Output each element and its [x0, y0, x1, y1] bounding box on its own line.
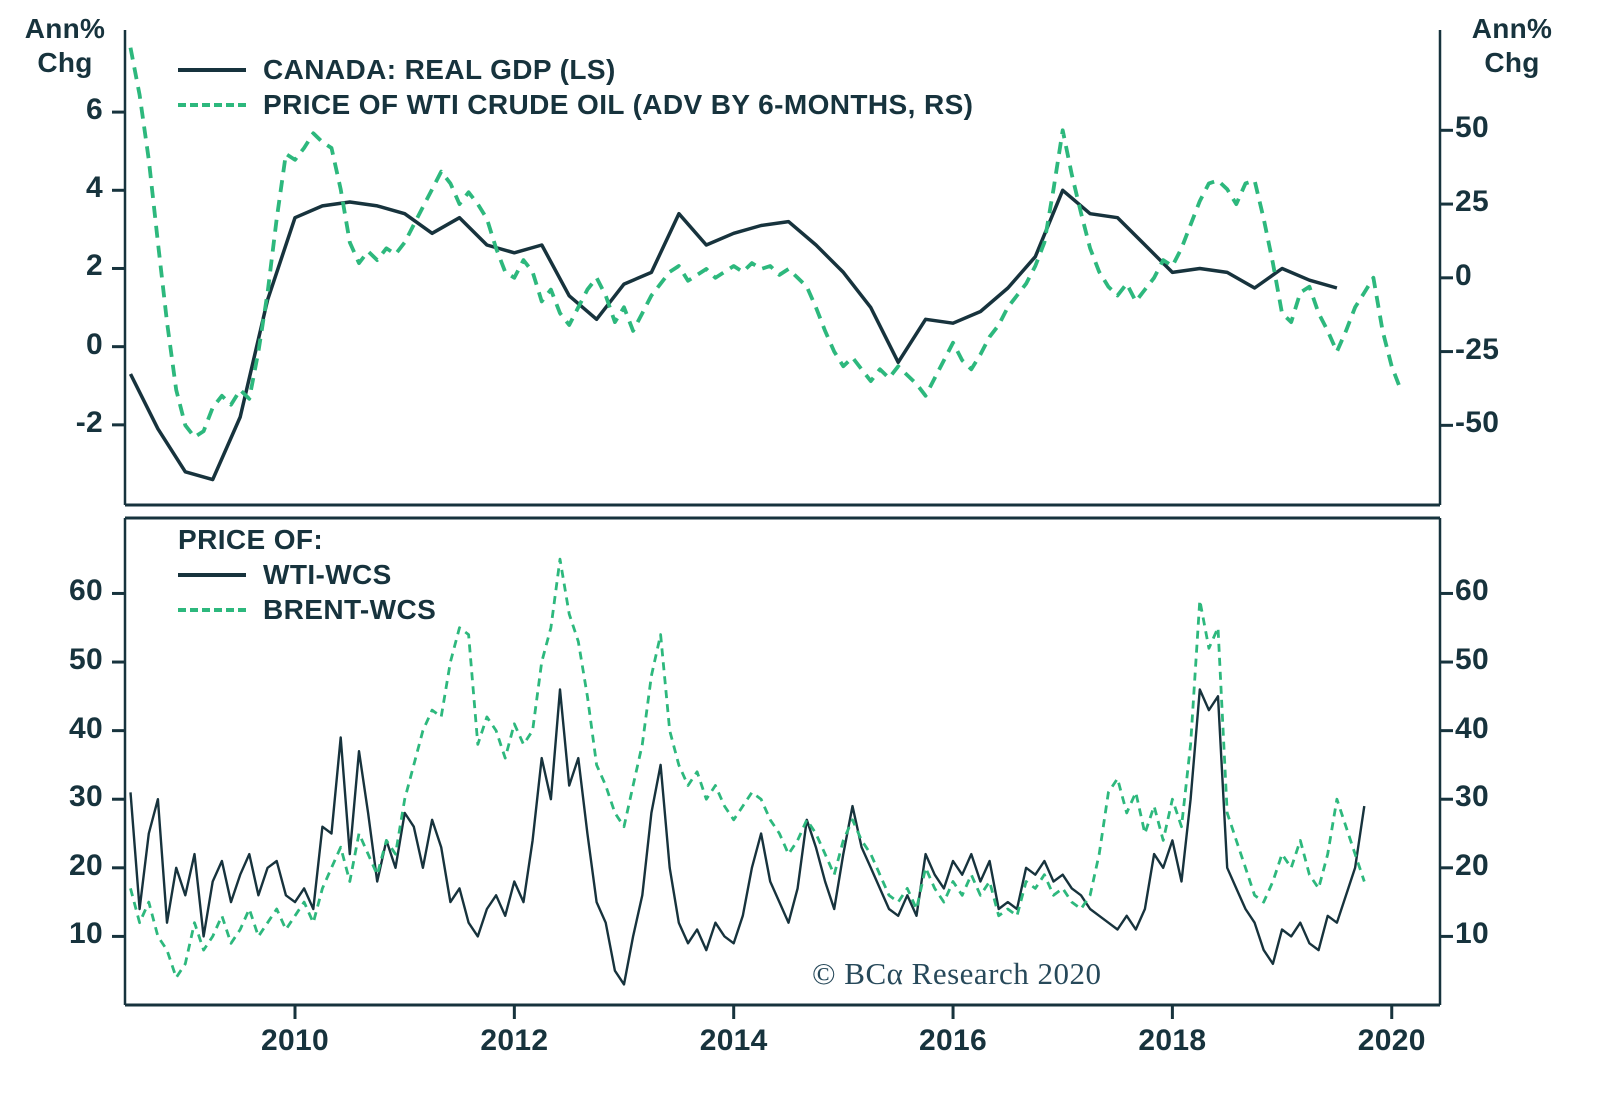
axis-tick-label: 0 [1455, 258, 1472, 292]
axis-tick-label: 2010 [261, 1024, 329, 1057]
axis-tick-label: 50 [1455, 643, 1489, 677]
axis-tick-label: 4 [86, 171, 103, 205]
legend-row-gdp: CANADA: REAL GDP (LS) [178, 52, 973, 87]
dashed-line-swatch [178, 102, 246, 107]
axis-tick-label: 60 [1455, 574, 1489, 608]
axis-tick-label: 25 [1455, 185, 1489, 219]
axis-tick-label: 6 [86, 93, 103, 127]
axis-tick-label: 60 [69, 574, 103, 608]
axis-tick-label: 2 [86, 249, 103, 283]
top-panel-legend: CANADA: REAL GDP (LS) PRICE OF WTI CRUDE… [178, 52, 973, 122]
right-axis-title: Ann% Chg [1460, 12, 1564, 80]
copyright-notice: © BCα Research 2020 [812, 956, 1102, 991]
axis-tick-label: 2012 [480, 1024, 549, 1057]
axis-tick-label: 20 [1455, 848, 1489, 882]
left-axis-title: Ann% Chg [18, 12, 112, 80]
axis-tick-label: 2016 [919, 1024, 987, 1057]
axis-tick-label: 2020 [1357, 1024, 1426, 1057]
dashed-line-swatch [178, 607, 246, 612]
axis-tick-label: 10 [1455, 917, 1489, 951]
wti-wcs-legend-label: WTI-WCS [263, 558, 392, 590]
legend-row-brent-wcs: BRENT-WCS [178, 592, 436, 627]
left-axis-title-line2: Chg [37, 47, 93, 78]
axis-tick-label: 40 [1455, 711, 1489, 745]
axis-tick-label: 2018 [1138, 1024, 1207, 1057]
axis-tick-label: 40 [69, 711, 103, 745]
axis-tick-label: -2 [75, 405, 103, 439]
bottom-panel-legend: PRICE OF: WTI-WCS BRENT-WCS [178, 523, 436, 627]
axis-tick-label: 30 [69, 780, 103, 814]
axis-tick-label: 50 [69, 643, 103, 677]
legend-row-wti-crude: PRICE OF WTI CRUDE OIL (ADV BY 6-MONTHS,… [178, 87, 973, 122]
axis-tick-label: 0 [86, 327, 103, 361]
right-axis-title-line1: Ann% [1471, 13, 1553, 44]
right-axis-title-line2: Chg [1484, 47, 1540, 78]
gdp-legend-label: CANADA: REAL GDP (LS) [263, 53, 616, 85]
wti-crude-legend-label: PRICE OF WTI CRUDE OIL (ADV BY 6-MONTHS,… [263, 88, 974, 120]
axis-tick-label: 20 [69, 848, 103, 882]
solid-line-swatch [178, 572, 246, 577]
axis-tick-label: 50 [1455, 111, 1489, 145]
axis-tick-label: 10 [69, 917, 103, 951]
axis-tick-label: -50 [1455, 406, 1500, 440]
axis-tick-label: 2014 [699, 1024, 768, 1057]
brent-wcs-legend-label: BRENT-WCS [263, 593, 437, 625]
solid-line-swatch [178, 67, 246, 72]
left-axis-title-line1: Ann% [24, 13, 106, 44]
bottom-legend-title: PRICE OF: [178, 524, 324, 555]
axis-tick-label: -25 [1455, 332, 1500, 366]
legend-row-wti-wcs: WTI-WCS [178, 557, 436, 592]
axis-tick-label: 30 [1455, 780, 1489, 814]
